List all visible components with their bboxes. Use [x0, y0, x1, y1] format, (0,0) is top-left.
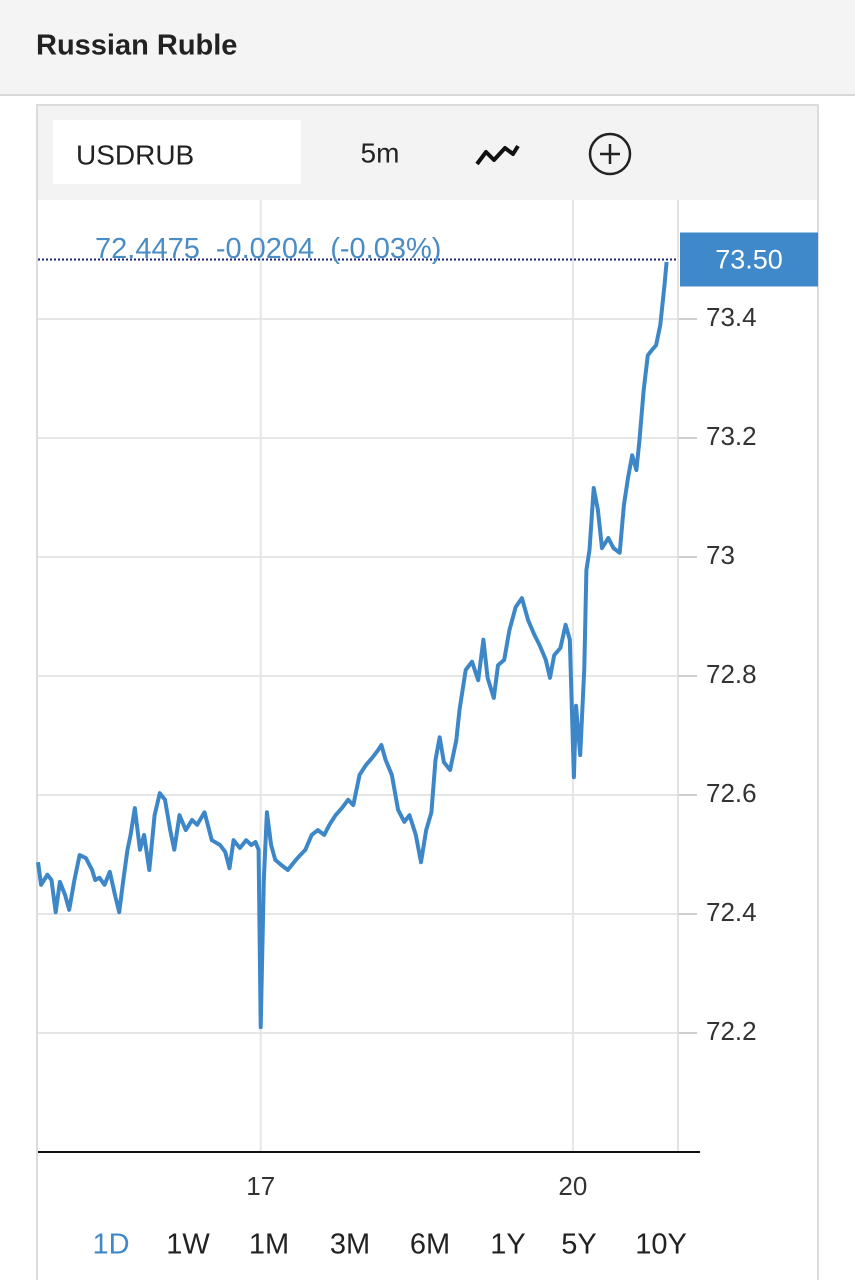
y-tick-label: 73	[706, 540, 735, 570]
x-tick-label: 17	[246, 1171, 275, 1201]
quote-change: -0.0204	[216, 233, 314, 265]
x-tick-label: 20	[558, 1171, 587, 1201]
header-bar	[0, 0, 855, 95]
quote-price: 72.4475	[95, 233, 200, 265]
symbol-box[interactable]	[53, 120, 301, 184]
quote-change-pct: (-0.03%)	[330, 233, 441, 265]
y-tick-label: 72.8	[706, 659, 757, 689]
y-tick-label: 72.6	[706, 778, 757, 808]
interval[interactable]: 5m	[361, 137, 400, 168]
range-button[interactable]: 10Y	[635, 1229, 687, 1261]
symbol: USDRUB	[76, 139, 194, 170]
range-buttons: 1D 1W 1M 3M 6M 1Y 5Y 10Y	[92, 1229, 686, 1261]
plot: 72.2 72.4 72.6 72.8 73 73.2 73.4 17 20 73.50 72.44…	[36, 200, 818, 1201]
range-button[interactable]: 1M	[249, 1229, 289, 1261]
page-title: Russian Ruble	[36, 30, 237, 62]
price-line	[36, 261, 669, 1030]
range-button[interactable]: 1W	[166, 1229, 210, 1261]
y-tick-label: 72.2	[706, 1016, 757, 1046]
add-indicator-icon[interactable]	[588, 132, 632, 176]
card	[36, 104, 819, 1280]
quote: 72.4475 -0.0204 (-0.03%)	[95, 233, 441, 265]
range-button[interactable]: 5Y	[561, 1229, 596, 1261]
y-tick-label: 73.2	[706, 421, 757, 451]
range-button[interactable]: 6M	[410, 1229, 450, 1261]
y-tick-label: 72.4	[706, 897, 757, 927]
y-tick-label: 73.4	[706, 302, 757, 332]
chart-type-icon[interactable]	[475, 144, 520, 166]
last-price-label: 73.50	[715, 245, 783, 275]
range-button[interactable]: 1Y	[490, 1229, 525, 1261]
last-price-box	[680, 232, 818, 287]
range-button[interactable]: 1D	[92, 1229, 129, 1261]
range-button[interactable]: 3M	[330, 1229, 370, 1261]
